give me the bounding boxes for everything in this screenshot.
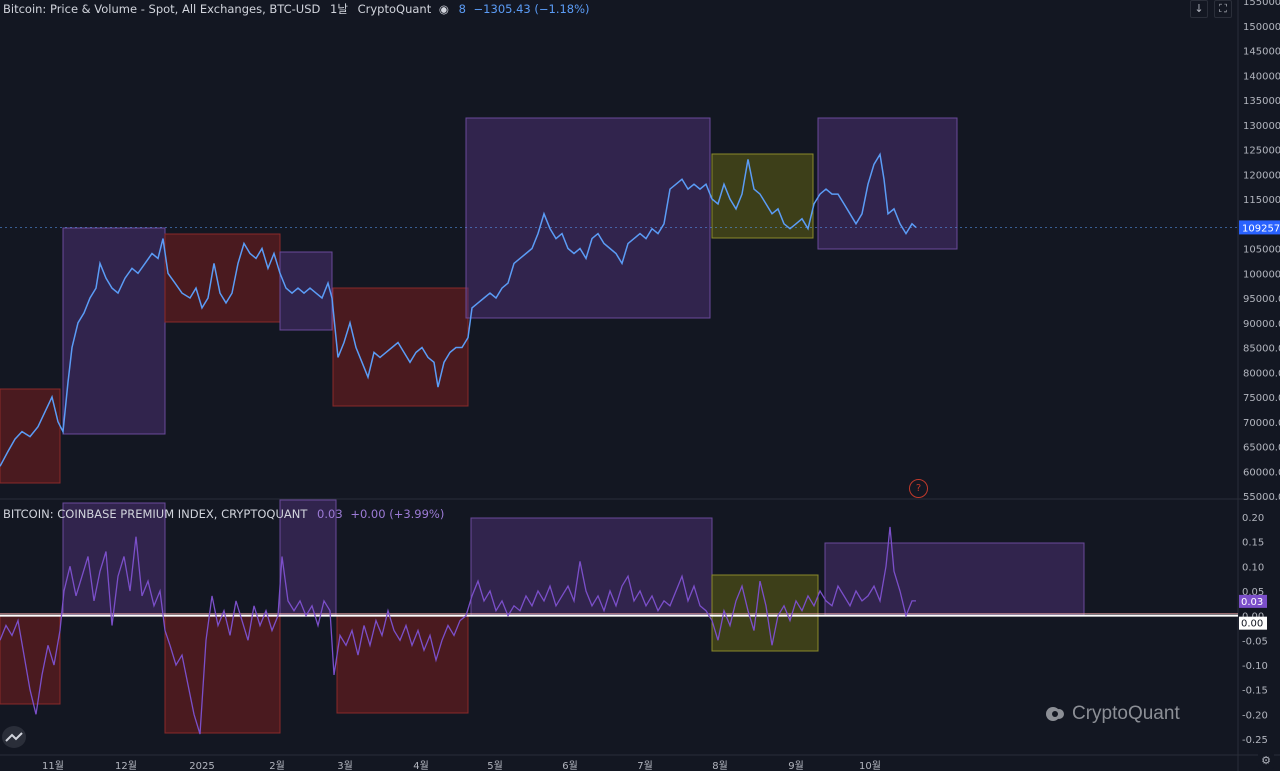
- price-tick-label: 65000.00: [1243, 443, 1280, 454]
- price-tick-label: 105000.00: [1243, 245, 1280, 256]
- x-tick-label: 2025: [189, 761, 214, 771]
- price-tick-label: 100000.00: [1243, 269, 1280, 280]
- x-tick-label: 5월: [487, 760, 503, 771]
- highlight-box: [164, 233, 281, 323]
- x-tick-label: 8월: [712, 760, 728, 771]
- x-tick-label: 7월: [637, 760, 653, 771]
- premium-last-label: 0.03: [1241, 597, 1263, 608]
- price-tick-label: 70000.00: [1243, 418, 1280, 429]
- last-price-label: 109257.7: [1242, 223, 1280, 234]
- x-tick-label: 4월: [413, 760, 429, 771]
- premium-series-line: [0, 526, 916, 735]
- highlight-box: [62, 227, 166, 435]
- price-tick-label: 95000.00: [1243, 294, 1280, 305]
- x-tick-label: 11월: [42, 760, 64, 771]
- price-tick-label: 90000.00: [1243, 319, 1280, 330]
- x-tick-label: 10월: [859, 760, 881, 771]
- price-tick-label: 115000.00: [1243, 195, 1280, 206]
- source-label: CryptoQuant: [357, 2, 432, 16]
- price-tick-label: 140000.00: [1243, 71, 1280, 82]
- premium-change: +0.00 (+3.99%): [350, 507, 445, 521]
- question-icon[interactable]: ?: [909, 479, 928, 498]
- x-tick-label: 3월: [337, 760, 353, 771]
- x-tick-label: 2월: [269, 760, 285, 771]
- price-change: −1305.43 (−1.18%): [473, 2, 590, 16]
- highlight-box: [470, 517, 713, 616]
- premium-value: 0.03: [317, 507, 343, 521]
- premium-tick-label: 0.10: [1242, 562, 1264, 573]
- sub-chart-title: BITCOIN: COINBASE PREMIUM INDEX, CRYPTOQ…: [3, 507, 308, 521]
- x-tick-label: 6월: [562, 760, 578, 771]
- interval-label[interactable]: 1날: [330, 2, 348, 16]
- gear-icon[interactable]: ⚙: [1258, 753, 1274, 769]
- main-chart-header: Bitcoin: Price & Volume - Spot, All Exch…: [3, 1, 590, 17]
- price-tick-label: 80000.00: [1243, 368, 1280, 379]
- cryptoquant-logo-icon: [1044, 705, 1066, 723]
- premium-tick-label: -0.20: [1242, 710, 1268, 721]
- premium-tick-label: 0.20: [1242, 513, 1264, 524]
- premium-tick-label: -0.05: [1242, 636, 1268, 647]
- price-tick-label: 125000.00: [1243, 146, 1280, 157]
- premium-tick-label: -0.25: [1242, 735, 1268, 746]
- premium-zero-label: 0.00: [1241, 619, 1263, 630]
- fullscreen-icon[interactable]: ⛶: [1214, 0, 1232, 18]
- price-tick-label: 55000.00: [1243, 492, 1280, 503]
- premium-tick-label: -0.10: [1242, 661, 1268, 672]
- price-tick-label: 145000.00: [1243, 47, 1280, 58]
- premium-zero-label-bg: [1239, 616, 1267, 630]
- x-tick-label: 12월: [115, 760, 137, 771]
- last-price-label-bg: [1239, 220, 1280, 235]
- price-tick-label: 60000.00: [1243, 467, 1280, 478]
- premium-tick-label: -0.15: [1242, 686, 1268, 697]
- highlight-box: [817, 117, 958, 250]
- arrow-down-icon[interactable]: ↓: [1190, 0, 1208, 18]
- tradingview-logo-icon: [2, 726, 26, 748]
- watermark: CryptoQuant: [1044, 703, 1180, 725]
- chart-toolbar: ↓ ⛶: [1190, 0, 1232, 18]
- price-tick-label: 75000.00: [1243, 393, 1280, 404]
- price-tick-label: 85000.00: [1243, 344, 1280, 355]
- price-tick-label: 155000.00: [1243, 0, 1280, 8]
- premium-tick-label: 0.05: [1242, 587, 1264, 598]
- settings-area: ⚙: [1258, 753, 1274, 769]
- sub-chart-header: BITCOIN: COINBASE PREMIUM INDEX, CRYPTOQ…: [3, 507, 444, 521]
- price-tick-label: 150000.00: [1243, 22, 1280, 33]
- premium-last-label-bg: [1239, 594, 1267, 608]
- highlight-box: [824, 542, 1085, 616]
- x-tick-label: 9월: [788, 760, 804, 771]
- price-series-line: [0, 152, 917, 467]
- highlight-box: [62, 502, 166, 616]
- eye-icon[interactable]: ◉: [438, 2, 449, 16]
- highlight-box: [711, 153, 814, 239]
- price-tick-label: 130000.00: [1243, 121, 1280, 132]
- price-tick-label: 135000.00: [1243, 96, 1280, 107]
- highlight-box: [336, 614, 469, 714]
- highlight-box: [711, 574, 819, 652]
- count-label: 8: [458, 2, 466, 16]
- watermark-text: CryptoQuant: [1072, 703, 1180, 724]
- price-tick-label: 120000.00: [1243, 170, 1280, 181]
- main-chart-title: Bitcoin: Price & Volume - Spot, All Exch…: [3, 2, 321, 16]
- highlight-box: [279, 499, 337, 616]
- premium-tick-label: 0.15: [1242, 538, 1264, 549]
- highlight-box: [164, 614, 281, 734]
